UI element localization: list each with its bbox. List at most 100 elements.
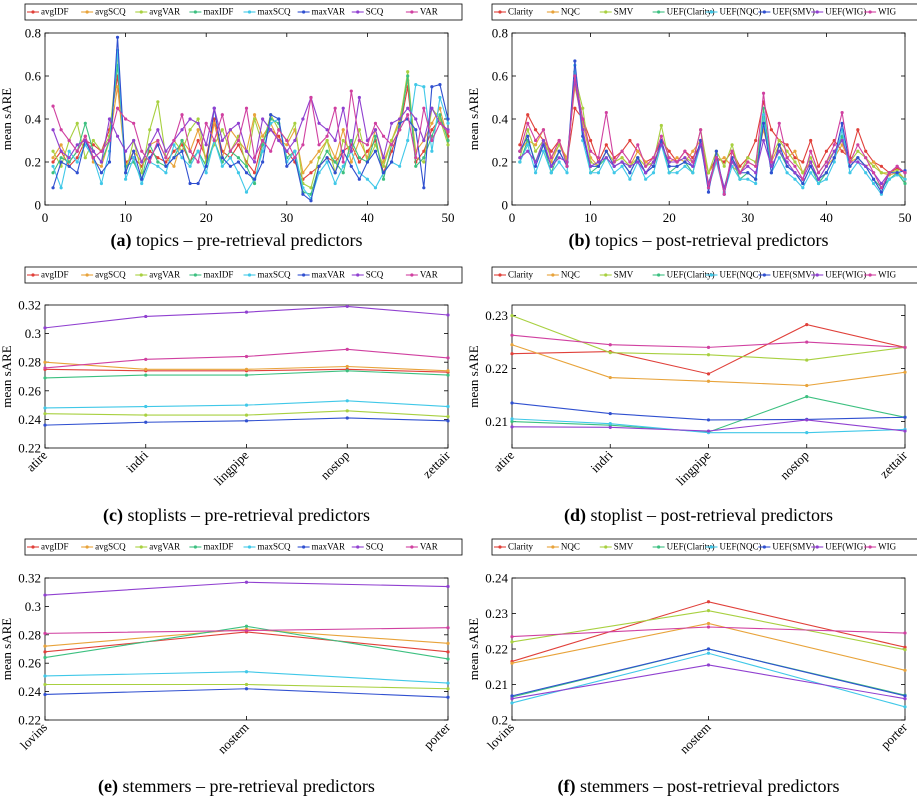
point (212, 138, 216, 143)
point (659, 134, 663, 138)
point (840, 149, 844, 153)
point (746, 177, 750, 181)
point (769, 160, 773, 164)
point (293, 156, 297, 160)
point (777, 138, 781, 143)
point (856, 128, 860, 132)
point (714, 149, 718, 153)
point (706, 600, 711, 604)
point (903, 415, 907, 419)
point (51, 164, 55, 168)
point (107, 117, 112, 121)
point (341, 160, 345, 164)
x-tick-label: nostem (676, 720, 713, 757)
point (438, 95, 442, 100)
point (801, 160, 805, 164)
point (317, 164, 321, 168)
point (244, 149, 249, 153)
point (317, 121, 321, 125)
point (43, 326, 47, 330)
point (373, 186, 378, 190)
point (373, 143, 378, 147)
point (309, 160, 313, 164)
point (801, 181, 805, 186)
y-tick-label: 0.22 (485, 361, 508, 376)
point (777, 121, 781, 125)
y-tick-label: 0.32 (18, 298, 41, 313)
point (115, 35, 120, 39)
point (148, 160, 152, 164)
legend-dot (410, 545, 414, 549)
point (608, 422, 612, 426)
legend-dot (31, 273, 35, 277)
series-line (511, 324, 906, 375)
legend-label: UEF(WIG) (825, 7, 866, 17)
point (510, 343, 514, 347)
point (244, 687, 249, 691)
legend-label: UEF(NQC) (720, 7, 762, 17)
legend-label: UEF(Clarity) (667, 7, 715, 17)
point (220, 156, 224, 160)
point (261, 160, 265, 164)
point (604, 149, 608, 153)
point (244, 171, 249, 175)
point (285, 149, 289, 153)
point (777, 156, 781, 160)
point (793, 177, 797, 181)
legend-label: maxVAR (312, 7, 345, 17)
point (785, 156, 789, 160)
point (510, 333, 514, 337)
point (816, 164, 821, 168)
point (438, 113, 442, 117)
point (140, 177, 144, 181)
point (107, 160, 112, 164)
point (446, 121, 450, 125)
point (67, 164, 71, 168)
point (438, 106, 442, 110)
point (596, 156, 601, 160)
legend-dot (762, 10, 766, 14)
caption-text: topics – post-retrieval predictors (595, 230, 828, 250)
point (43, 655, 47, 660)
point (115, 134, 120, 138)
point (856, 156, 860, 160)
caption-text: stemmers – pre-retrieval predictors (123, 776, 375, 796)
point (446, 695, 450, 699)
point (236, 138, 241, 143)
y-tick-label: 0.22 (18, 713, 41, 728)
point (381, 177, 386, 181)
series-line (511, 622, 906, 671)
point (99, 171, 104, 175)
point (261, 143, 265, 147)
point (730, 143, 734, 147)
caption: (d) stoplist – post-retrieval predictors (564, 505, 833, 526)
point (309, 199, 313, 203)
point (612, 164, 616, 168)
x-tick-label: 0 (509, 210, 516, 225)
point (754, 164, 758, 168)
point (277, 117, 281, 121)
point (903, 177, 907, 181)
point (761, 106, 766, 110)
point (446, 414, 450, 419)
point (244, 413, 249, 417)
point (301, 117, 305, 121)
point (357, 95, 361, 100)
point (691, 171, 695, 175)
point (510, 417, 514, 421)
panel: Clarity NQC SMV UEF(Clarity) UEF(NQC) UEF(SMV… (466, 538, 917, 797)
point (510, 313, 514, 318)
point (244, 580, 249, 584)
point (446, 641, 450, 645)
point (349, 164, 353, 168)
point (793, 164, 797, 168)
point (573, 106, 577, 110)
legend-dot (657, 10, 661, 14)
point (589, 171, 593, 175)
point (164, 164, 168, 168)
point (573, 74, 577, 78)
x-tick-label: 50 (899, 210, 912, 225)
legend-dot (85, 273, 89, 277)
legend-dot (247, 10, 252, 14)
point (365, 177, 369, 181)
